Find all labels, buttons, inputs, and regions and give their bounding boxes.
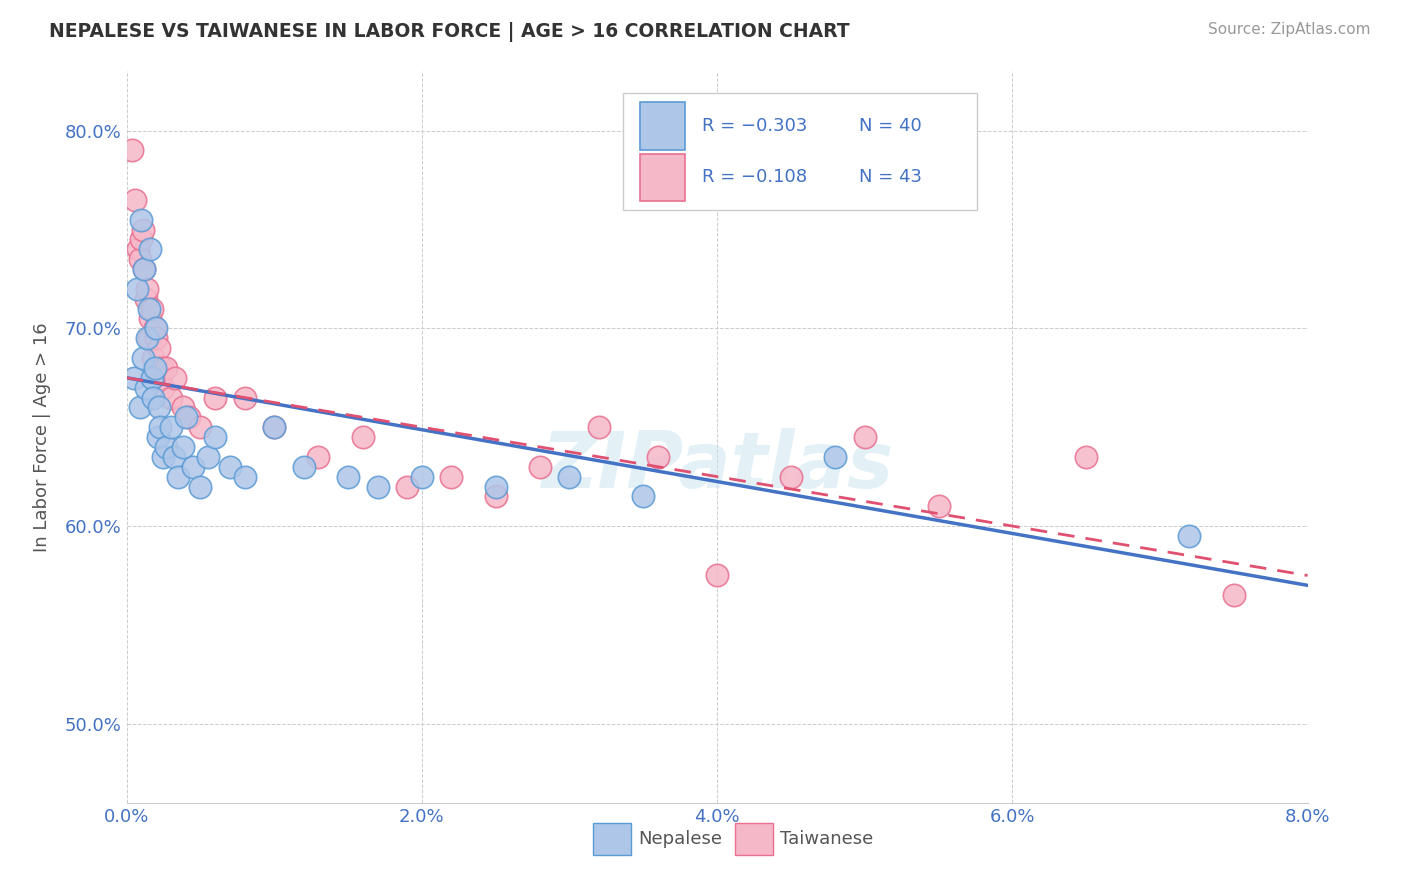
Point xyxy=(139,242,162,256)
Point xyxy=(129,232,153,246)
Point xyxy=(352,430,374,444)
Point xyxy=(121,144,143,158)
Text: N = 40: N = 40 xyxy=(859,117,921,136)
Point xyxy=(155,440,177,454)
Point xyxy=(174,410,197,425)
Point xyxy=(853,430,876,444)
Point xyxy=(136,331,159,345)
Point xyxy=(141,371,163,385)
Point xyxy=(558,469,581,483)
Point xyxy=(366,479,388,493)
Point xyxy=(780,469,803,483)
Point xyxy=(145,321,167,335)
Point xyxy=(150,360,173,375)
Point xyxy=(181,459,204,474)
Point xyxy=(484,489,508,503)
Point xyxy=(165,371,187,385)
Point xyxy=(824,450,846,464)
FancyBboxPatch shape xyxy=(640,103,685,150)
Point xyxy=(143,360,166,375)
Point xyxy=(125,282,148,296)
Point xyxy=(706,568,728,582)
Point xyxy=(152,450,174,464)
Point xyxy=(411,469,433,483)
Point xyxy=(128,401,150,415)
Text: Source: ZipAtlas.com: Source: ZipAtlas.com xyxy=(1208,22,1371,37)
Point xyxy=(197,450,219,464)
Point xyxy=(160,391,183,405)
Point xyxy=(396,479,419,493)
Point xyxy=(233,469,256,483)
Point xyxy=(152,381,174,395)
Point xyxy=(633,489,655,503)
Point xyxy=(141,301,163,316)
Point xyxy=(148,401,170,415)
Point xyxy=(132,351,155,365)
Point xyxy=(138,301,160,316)
Text: Nepalese: Nepalese xyxy=(638,830,721,848)
Point xyxy=(135,381,157,395)
Text: Taiwanese: Taiwanese xyxy=(780,830,873,848)
Point xyxy=(127,242,149,256)
Point xyxy=(122,371,145,385)
Point xyxy=(143,321,166,335)
Point xyxy=(588,420,610,434)
Point xyxy=(308,450,330,464)
Point xyxy=(188,479,212,493)
Point xyxy=(148,341,170,355)
Point xyxy=(160,420,183,434)
Point xyxy=(163,450,186,464)
Point xyxy=(167,469,190,483)
Text: N = 43: N = 43 xyxy=(859,169,922,186)
Point xyxy=(142,391,165,405)
Point xyxy=(124,193,146,207)
Point xyxy=(145,331,167,345)
Point xyxy=(529,459,551,474)
FancyBboxPatch shape xyxy=(640,153,685,202)
Point xyxy=(647,450,669,464)
Text: R = −0.303: R = −0.303 xyxy=(702,117,807,136)
Text: R = −0.108: R = −0.108 xyxy=(702,169,807,186)
Point xyxy=(263,420,285,434)
Point xyxy=(142,351,165,365)
Point xyxy=(1076,450,1098,464)
Point xyxy=(132,222,155,236)
Point xyxy=(134,262,156,277)
Point xyxy=(188,420,212,434)
Point xyxy=(155,360,177,375)
FancyBboxPatch shape xyxy=(593,822,631,855)
Text: NEPALESE VS TAIWANESE IN LABOR FORCE | AGE > 16 CORRELATION CHART: NEPALESE VS TAIWANESE IN LABOR FORCE | A… xyxy=(49,22,849,42)
Point xyxy=(139,311,162,326)
Point xyxy=(484,479,508,493)
Point xyxy=(233,391,256,405)
Y-axis label: In Labor Force | Age > 16: In Labor Force | Age > 16 xyxy=(32,322,51,552)
Point xyxy=(149,371,172,385)
FancyBboxPatch shape xyxy=(735,822,772,855)
Point xyxy=(204,430,226,444)
Point xyxy=(138,331,160,345)
Point xyxy=(1178,529,1201,543)
Point xyxy=(177,410,200,425)
Point xyxy=(928,500,950,514)
Point xyxy=(134,262,156,277)
Point xyxy=(337,469,360,483)
Point xyxy=(219,459,242,474)
Point xyxy=(146,430,169,444)
Point xyxy=(440,469,463,483)
Text: ZIPatlas: ZIPatlas xyxy=(541,428,893,504)
Point xyxy=(135,292,157,306)
FancyBboxPatch shape xyxy=(623,94,977,211)
Point xyxy=(136,282,159,296)
Point xyxy=(292,459,315,474)
Point xyxy=(128,252,150,267)
Point xyxy=(149,420,172,434)
Point xyxy=(172,440,194,454)
Point xyxy=(129,212,153,227)
Point xyxy=(204,391,226,405)
Point xyxy=(172,401,194,415)
Point xyxy=(1223,588,1246,602)
Point xyxy=(146,360,169,375)
Point xyxy=(263,420,285,434)
